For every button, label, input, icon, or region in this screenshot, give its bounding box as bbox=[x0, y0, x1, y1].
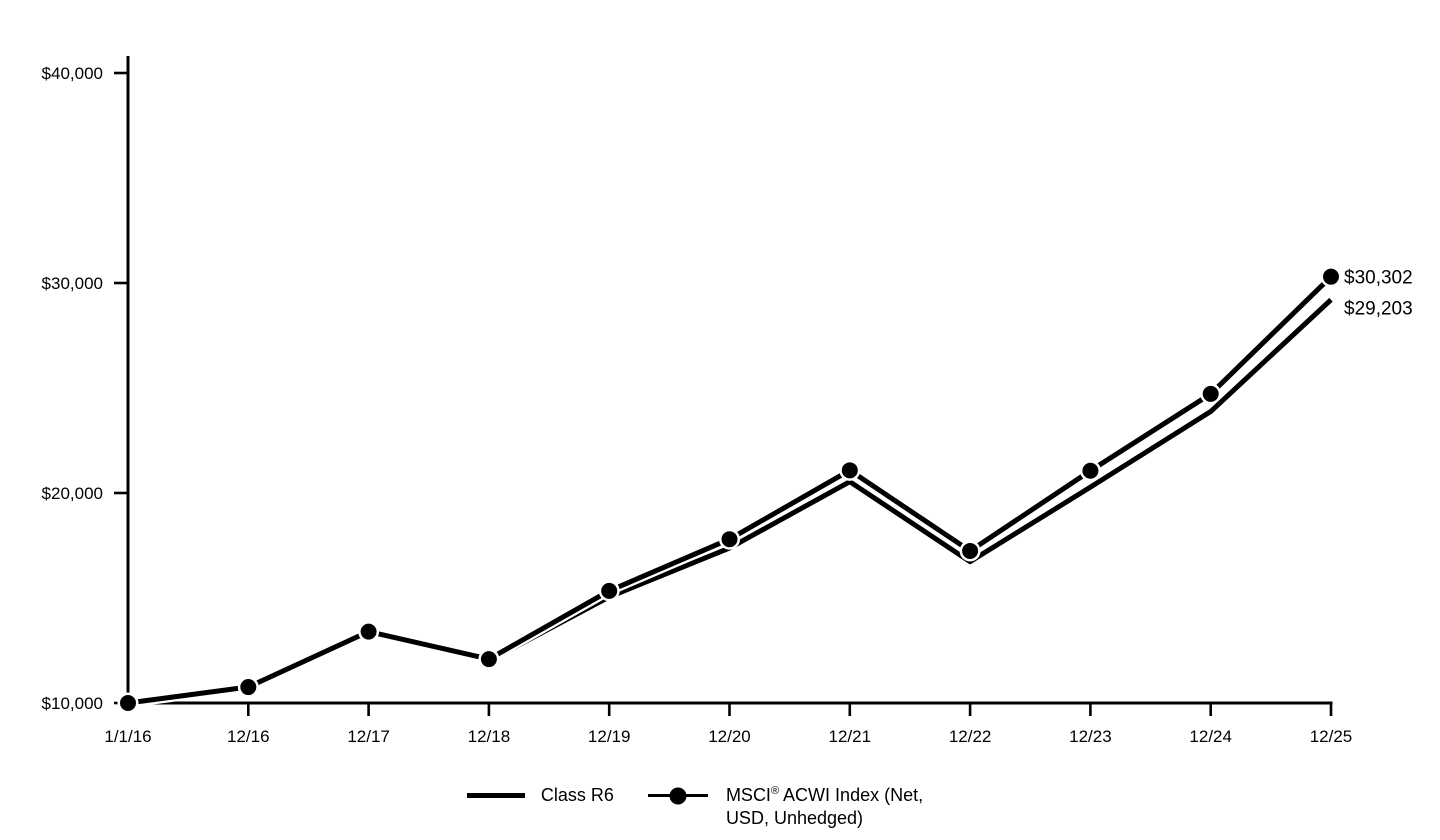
y-axis-tick-label: $30,000 bbox=[42, 274, 103, 293]
legend-label-class-r6: Class R6 bbox=[540, 785, 614, 805]
end-label-msci: $30,302 bbox=[1344, 268, 1413, 289]
data-point-marker bbox=[1082, 462, 1099, 479]
data-point-marker bbox=[841, 462, 858, 479]
legend-msci-line1-rest: ACWI Index (Net, bbox=[779, 785, 924, 805]
data-point-marker bbox=[962, 542, 979, 559]
data-point-marker bbox=[1202, 385, 1219, 402]
data-point-marker bbox=[120, 695, 136, 711]
data-point-marker bbox=[240, 679, 257, 696]
y-axis-tick-label: $40,000 bbox=[42, 64, 103, 83]
data-point-marker bbox=[1323, 268, 1339, 285]
registered-trademark-symbol: ® bbox=[770, 785, 780, 797]
class-r6-line-swatch-icon bbox=[466, 793, 525, 798]
x-axis-tick-label: 12/16 bbox=[227, 727, 270, 746]
legend-msci-prefix: MSCI bbox=[725, 785, 771, 805]
x-axis-tick-label: 12/25 bbox=[1310, 727, 1353, 746]
chart-legend: Class R6 MSCI® ACWI Index (Net, USD, Unh… bbox=[0, 784, 1440, 829]
series-line-msci bbox=[127, 274, 1333, 706]
legend-msci-line2: USD, Unhedged) bbox=[725, 807, 864, 828]
chart-legend-inner: Class R6 MSCI® ACWI Index (Net, USD, Unh… bbox=[466, 784, 923, 829]
x-axis-tick-label: 12/17 bbox=[347, 727, 390, 746]
data-point-marker bbox=[601, 582, 618, 599]
legend-label-msci-acwi: MSCI® ACWI Index (Net, USD, Unhedged) bbox=[726, 784, 923, 829]
data-point-marker bbox=[360, 623, 377, 640]
legend-item-msci-acwi: MSCI® ACWI Index (Net, USD, Unhedged) bbox=[647, 784, 923, 829]
x-axis-tick-label: 12/21 bbox=[829, 727, 872, 746]
x-axis-tick-label: 1/1/16 bbox=[104, 727, 151, 746]
x-axis-tick-label: 12/19 bbox=[588, 727, 631, 746]
legend-item-class-r6: Class R6 bbox=[466, 784, 614, 807]
chart-plot-area: $10,000 $20,000 $30,000 $40,000 1/1/16 12/16 1… bbox=[42, 56, 1413, 746]
x-axis-tick-label: 12/22 bbox=[949, 727, 992, 746]
series-line-class-r6 bbox=[127, 297, 1333, 706]
msci-line-marker-swatch-icon bbox=[647, 787, 708, 804]
y-axis-tick-label: $20,000 bbox=[42, 484, 103, 503]
end-label-class-r6: $29,203 bbox=[1344, 299, 1413, 320]
msci-dot-icon bbox=[669, 787, 687, 804]
y-axis-tick-label: $10,000 bbox=[42, 694, 103, 713]
x-axis-tick-label: 12/24 bbox=[1189, 727, 1232, 746]
x-axis-tick-label: 12/20 bbox=[708, 727, 751, 746]
data-point-marker bbox=[480, 651, 497, 668]
series-line-msci-casing bbox=[127, 273, 1335, 708]
x-axis-tick-label: 12/18 bbox=[468, 727, 511, 746]
x-axis-tick-label: 12/23 bbox=[1069, 727, 1112, 746]
data-point-marker bbox=[721, 531, 738, 548]
